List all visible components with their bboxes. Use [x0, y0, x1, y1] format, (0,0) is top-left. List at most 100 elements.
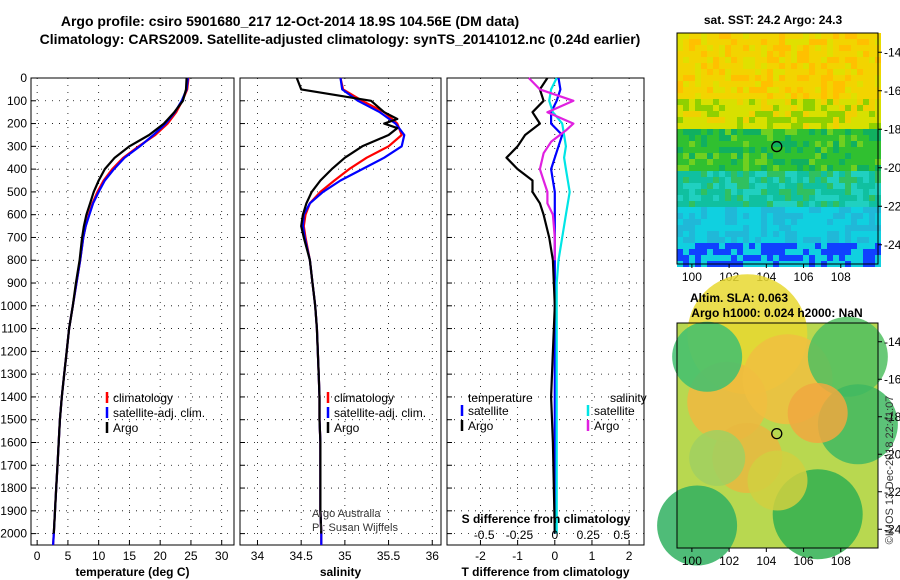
- map-cell: [845, 183, 851, 189]
- map-cell: [851, 201, 857, 207]
- map-cell: [797, 183, 803, 189]
- map-cell: [749, 135, 755, 141]
- map-cell: [707, 231, 713, 237]
- map-cell: [785, 195, 791, 201]
- map-cell: [869, 249, 875, 255]
- map-cell: [857, 45, 863, 51]
- map-cell: [743, 123, 749, 129]
- map-cell: [779, 213, 785, 219]
- map-cell: [701, 117, 707, 123]
- map-cell: [803, 105, 809, 111]
- map-cell: [731, 219, 737, 225]
- legend-title-temperature: temperature: [468, 391, 533, 405]
- map-cell: [731, 93, 737, 99]
- map-cell: [695, 225, 701, 231]
- map-cell: [851, 105, 857, 111]
- map-cell: [779, 87, 785, 93]
- map-cell: [809, 141, 815, 147]
- map-cell: [701, 129, 707, 135]
- map-cell: [851, 189, 857, 195]
- map-cell: [755, 87, 761, 93]
- map-cell: [701, 153, 707, 159]
- map-cell: [767, 135, 773, 141]
- map-cell: [737, 51, 743, 57]
- map-cell: [749, 153, 755, 159]
- map-cell: [815, 75, 821, 81]
- map-cell: [689, 123, 695, 129]
- map-cell: [833, 219, 839, 225]
- map-cell: [815, 219, 821, 225]
- map-cell: [851, 213, 857, 219]
- map-cell: [701, 183, 707, 189]
- map-cell: [857, 201, 863, 207]
- map-cell: [767, 189, 773, 195]
- s-tick-label: 0: [551, 528, 558, 542]
- map-cell: [803, 33, 809, 39]
- map-cell: [869, 141, 875, 147]
- map-cell: [761, 147, 767, 153]
- map-cell: [737, 135, 743, 141]
- map-cell: [815, 63, 821, 69]
- map-cell: [785, 87, 791, 93]
- map-cell: [683, 93, 689, 99]
- map-cell: [755, 183, 761, 189]
- map-cell: [791, 129, 797, 135]
- map-cell: [713, 225, 719, 231]
- map-cell: [689, 159, 695, 165]
- map-cell: [677, 39, 683, 45]
- map-cell: [725, 39, 731, 45]
- map-cell: [683, 201, 689, 207]
- map-cell: [791, 39, 797, 45]
- map-cell: [731, 165, 737, 171]
- map-cell: [833, 63, 839, 69]
- map-cell: [707, 243, 713, 249]
- map-cell: [857, 63, 863, 69]
- map-cell: [737, 177, 743, 183]
- map-cell: [749, 255, 755, 261]
- map-cell: [743, 189, 749, 195]
- map-cell: [683, 165, 689, 171]
- map-cell: [797, 171, 803, 177]
- map-cell: [749, 237, 755, 243]
- map-cell: [833, 75, 839, 81]
- map-cell: [863, 195, 869, 201]
- map-cell: [773, 57, 779, 63]
- map-cell: [863, 39, 869, 45]
- series-line-argo: [52, 77, 188, 534]
- map-frame: [676, 32, 879, 265]
- map-cell: [695, 105, 701, 111]
- map-cell: [767, 45, 773, 51]
- legend-entry: Argo: [334, 421, 360, 435]
- map-cell: [779, 81, 785, 87]
- map-cell: [827, 117, 833, 123]
- map-cell: [863, 129, 869, 135]
- map-cell: [743, 237, 749, 243]
- map-cell: [863, 171, 869, 177]
- y-tick-label: 600: [7, 208, 27, 222]
- map-cell: [869, 33, 875, 39]
- map-cell: [773, 147, 779, 153]
- map-cell: [827, 195, 833, 201]
- map-cell: [695, 177, 701, 183]
- legend-entry: climatology: [113, 391, 173, 405]
- map-cell: [683, 99, 689, 105]
- map-cell: [779, 207, 785, 213]
- map-cell: [833, 45, 839, 51]
- map-cell: [689, 87, 695, 93]
- map-cell: [695, 51, 701, 57]
- map-cell: [683, 153, 689, 159]
- map-cell: [695, 159, 701, 165]
- map-cell: [845, 159, 851, 165]
- map-cell: [857, 141, 863, 147]
- map-cell: [845, 177, 851, 183]
- map-cell: [863, 69, 869, 75]
- map-cell: [815, 123, 821, 129]
- map-cell: [737, 87, 743, 93]
- map-cell: [731, 75, 737, 81]
- y-tick-label: 700: [7, 230, 27, 244]
- map-cell: [695, 111, 701, 117]
- legend-entry: satellite-adj. clim.: [334, 406, 426, 420]
- legend-entry: Argo: [468, 419, 494, 433]
- map-cell: [839, 87, 845, 93]
- map-cell: [761, 201, 767, 207]
